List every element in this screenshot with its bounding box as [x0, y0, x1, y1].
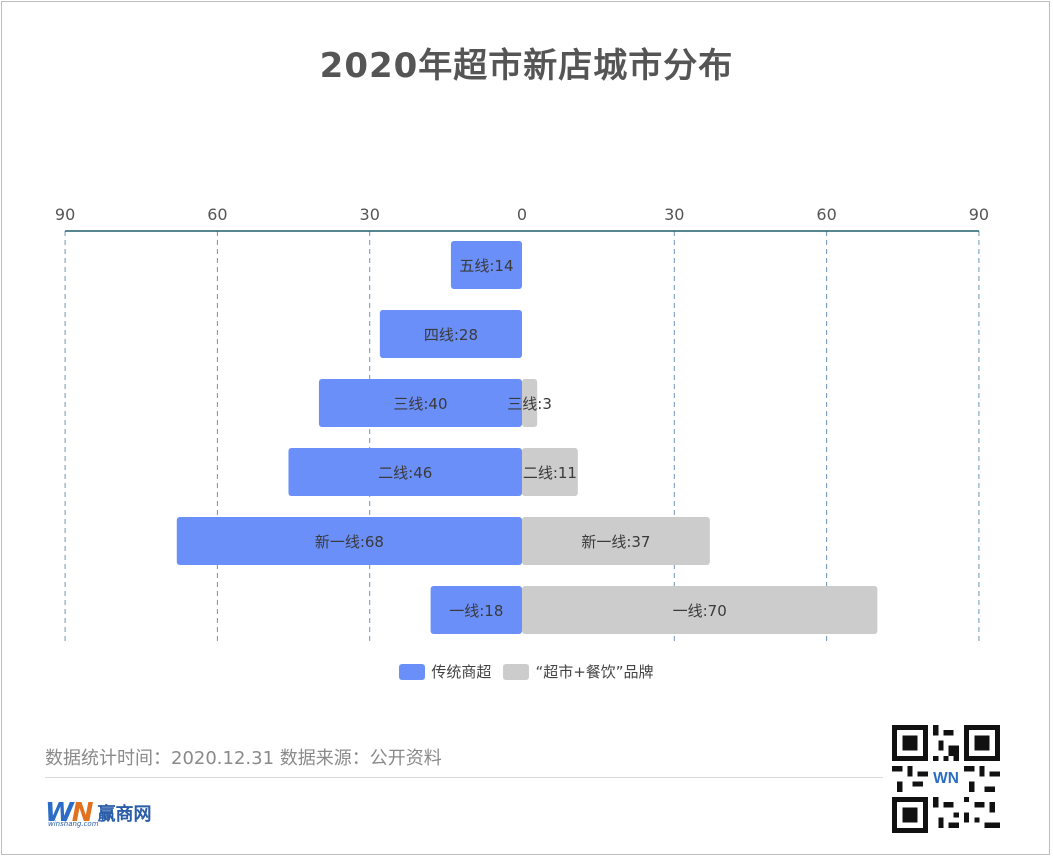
svg-text:WN: WN — [933, 770, 959, 787]
legend-label-supermarket-dining: “超市+餐饮”品牌 — [535, 663, 654, 681]
bar-left-label: 三线:40 — [393, 395, 447, 413]
x-tick-label: 60 — [816, 205, 836, 224]
bar-right-label: 新一线:37 — [581, 533, 650, 551]
bar-left — [318, 379, 522, 427]
bar-left — [379, 310, 522, 358]
chart-title: 2020年超市新店城市分布 — [319, 46, 734, 86]
bar-left — [176, 517, 522, 565]
bar-left-label: 二线:46 — [378, 464, 432, 482]
legend-swatch-traditional — [399, 663, 426, 680]
bar-right-label: 一线:70 — [673, 602, 727, 620]
logo-mark-icon: WN — [45, 798, 93, 828]
legend-label-traditional: 传统商超 — [431, 663, 492, 681]
legend-item-supermarket-dining[interactable]: “超市+餐饮”品牌 — [503, 661, 654, 682]
x-tick-label: 30 — [360, 205, 380, 224]
x-tick-label: 30 — [664, 205, 684, 224]
bar-left-label: 五线:14 — [459, 257, 513, 275]
bar-left — [450, 241, 522, 289]
legend: 传统商超 “超市+餐饮”品牌 — [0, 661, 1053, 682]
qr-code-icon: WN — [892, 725, 1000, 833]
legend-item-traditional[interactable]: 传统商超 — [399, 661, 491, 682]
legend-swatch-supermarket-dining — [503, 663, 530, 680]
footer-divider — [45, 777, 883, 778]
logo-text: 赢商网 — [97, 804, 152, 825]
bar-right — [522, 517, 710, 565]
bar-right — [522, 586, 878, 634]
x-tick-label: 90 — [55, 205, 75, 224]
bar-right — [522, 448, 578, 496]
bar-left — [430, 586, 522, 634]
bar-left-label: 一线:18 — [449, 602, 503, 620]
logo-url: winshang.com — [48, 820, 99, 828]
footer-source-note: 数据统计时间：2020.12.31 数据来源：公开资料 — [45, 748, 442, 769]
brand-logo: WN 赢商网 — [45, 798, 151, 828]
x-tick-label: 0 — [517, 205, 527, 224]
bar-left-label: 四线:28 — [424, 326, 478, 344]
bar-left — [288, 448, 522, 496]
bar-right-label: 二线:11 — [523, 464, 577, 482]
x-tick-label: 90 — [969, 205, 989, 224]
bar-left-label: 新一线:68 — [315, 533, 384, 551]
x-tick-label: 60 — [207, 205, 227, 224]
bar-right-label: 三线:3 — [507, 395, 552, 413]
bar-right — [522, 379, 538, 427]
